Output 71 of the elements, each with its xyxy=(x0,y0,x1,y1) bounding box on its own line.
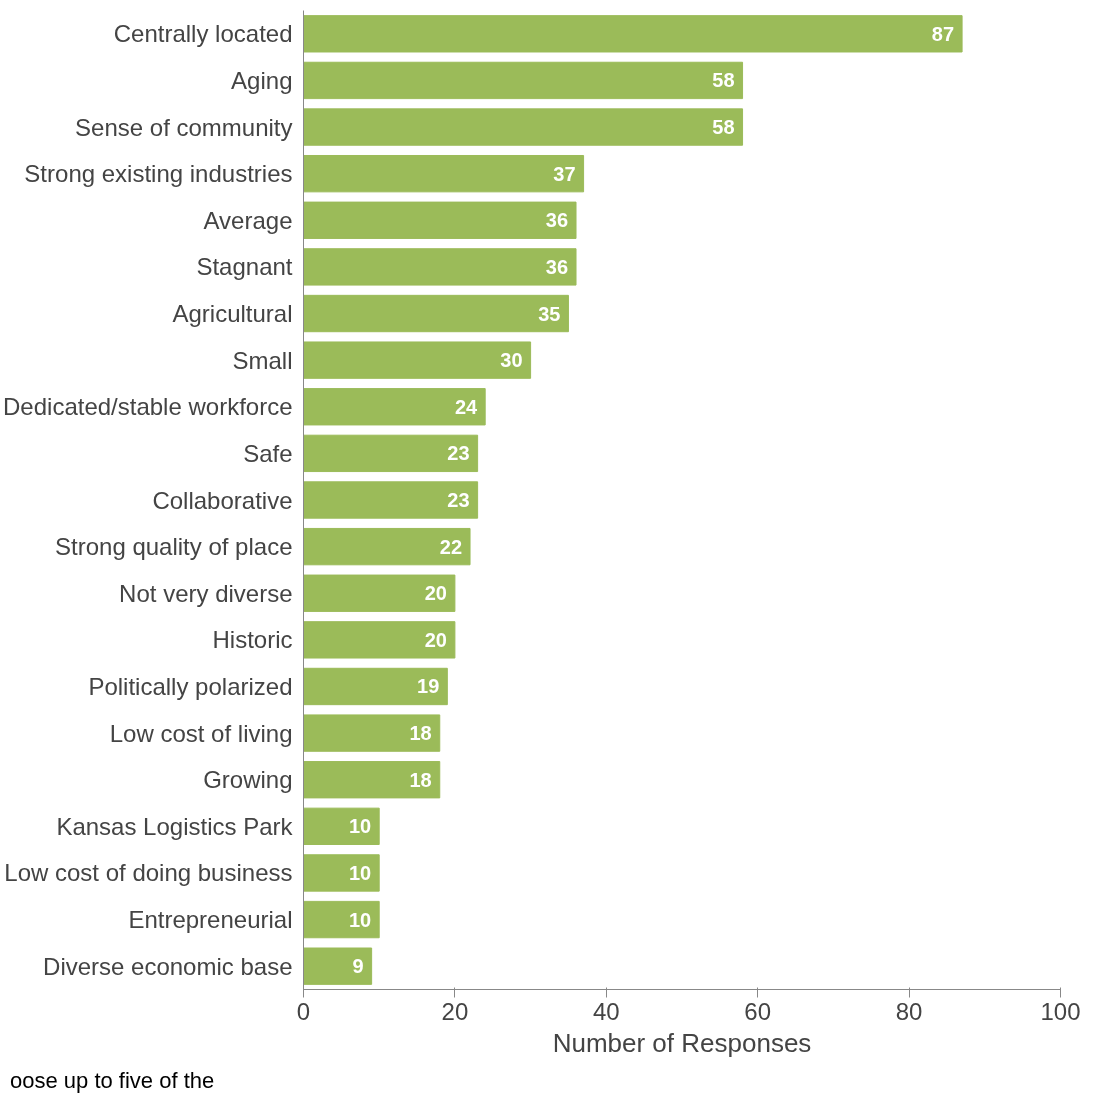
y-tick-label: Kansas Logistics Park xyxy=(56,812,294,840)
bar xyxy=(303,201,577,239)
x-tick-label: 80 xyxy=(895,997,923,1025)
data-label: 58 xyxy=(712,69,735,92)
y-tick-label: Low cost of living xyxy=(109,719,293,747)
bar xyxy=(303,294,569,333)
y-tick-label: Politically polarized xyxy=(88,672,293,700)
data-label: 20 xyxy=(424,582,447,605)
data-label: 58 xyxy=(712,116,735,139)
data-label: 36 xyxy=(545,209,569,232)
y-tick-label: Historic xyxy=(212,626,293,654)
y-tick-label: Agricultural xyxy=(172,300,293,328)
data-label: 10 xyxy=(348,908,372,931)
y-tick-label: Stagnant xyxy=(196,253,293,281)
bar xyxy=(303,807,380,846)
text: oose up to five of the xyxy=(10,1067,215,1095)
bar xyxy=(303,900,380,939)
y-tick-label: Diverse economic base xyxy=(43,952,293,980)
bar xyxy=(303,248,577,286)
data-label: 36 xyxy=(545,255,569,278)
x-tick-label: 100 xyxy=(1040,997,1081,1025)
y-tick-label: Not very diverse xyxy=(119,579,293,607)
bar xyxy=(303,15,963,53)
data-label: 9 xyxy=(352,955,364,978)
y-tick-label: Strong existing industries xyxy=(24,160,293,188)
data-label: 22 xyxy=(439,535,463,558)
y-tick-label: Aging xyxy=(231,66,293,94)
y-tick-label: Entrepreneurial xyxy=(128,906,293,934)
bar xyxy=(303,527,471,566)
x-tick-label: 0 xyxy=(296,997,311,1025)
bar xyxy=(303,341,532,379)
bar xyxy=(303,388,486,426)
data-label: 30 xyxy=(500,349,523,372)
data-label: 10 xyxy=(348,861,372,884)
bar xyxy=(303,481,479,519)
y-tick-label: Safe xyxy=(243,439,293,467)
data-label: 19 xyxy=(417,675,440,698)
y-tick-label: Dedicated/stable workforce xyxy=(3,393,293,421)
data-label: 37 xyxy=(553,162,576,185)
bar xyxy=(303,947,373,985)
bar xyxy=(303,621,456,659)
data-label: 24 xyxy=(454,395,479,418)
bar xyxy=(303,61,744,100)
data-label: 10 xyxy=(348,815,372,838)
x-tick-label: 20 xyxy=(441,997,469,1025)
data-label: 20 xyxy=(424,628,447,651)
bar xyxy=(303,854,380,892)
bar xyxy=(303,667,448,706)
x-axis-title: Number of Responses xyxy=(552,1027,812,1058)
y-tick-label: Centrally located xyxy=(113,20,293,48)
bar xyxy=(303,761,441,799)
bar xyxy=(303,154,585,193)
bar xyxy=(303,108,744,146)
data-label: 18 xyxy=(409,768,432,791)
y-tick-label: Small xyxy=(232,346,293,374)
bar xyxy=(303,714,441,752)
data-label: 23 xyxy=(447,489,470,511)
y-tick-label: Strong quality of place xyxy=(55,533,293,561)
data-label: 35 xyxy=(538,302,561,325)
y-tick-label: Low cost of doing business xyxy=(4,859,293,887)
bar xyxy=(303,574,456,612)
bar xyxy=(303,434,479,473)
y-tick-label: Sense of community xyxy=(75,113,293,141)
x-tick-label: 40 xyxy=(592,997,620,1025)
x-tick-label: 60 xyxy=(744,997,772,1025)
y-tick-label: Average xyxy=(203,206,293,234)
y-tick-label: Growing xyxy=(203,766,293,794)
data-label: 18 xyxy=(409,722,432,745)
data-label: 87 xyxy=(931,22,955,45)
data-label: 23 xyxy=(447,442,470,465)
y-tick-label: Collaborative xyxy=(152,486,293,514)
